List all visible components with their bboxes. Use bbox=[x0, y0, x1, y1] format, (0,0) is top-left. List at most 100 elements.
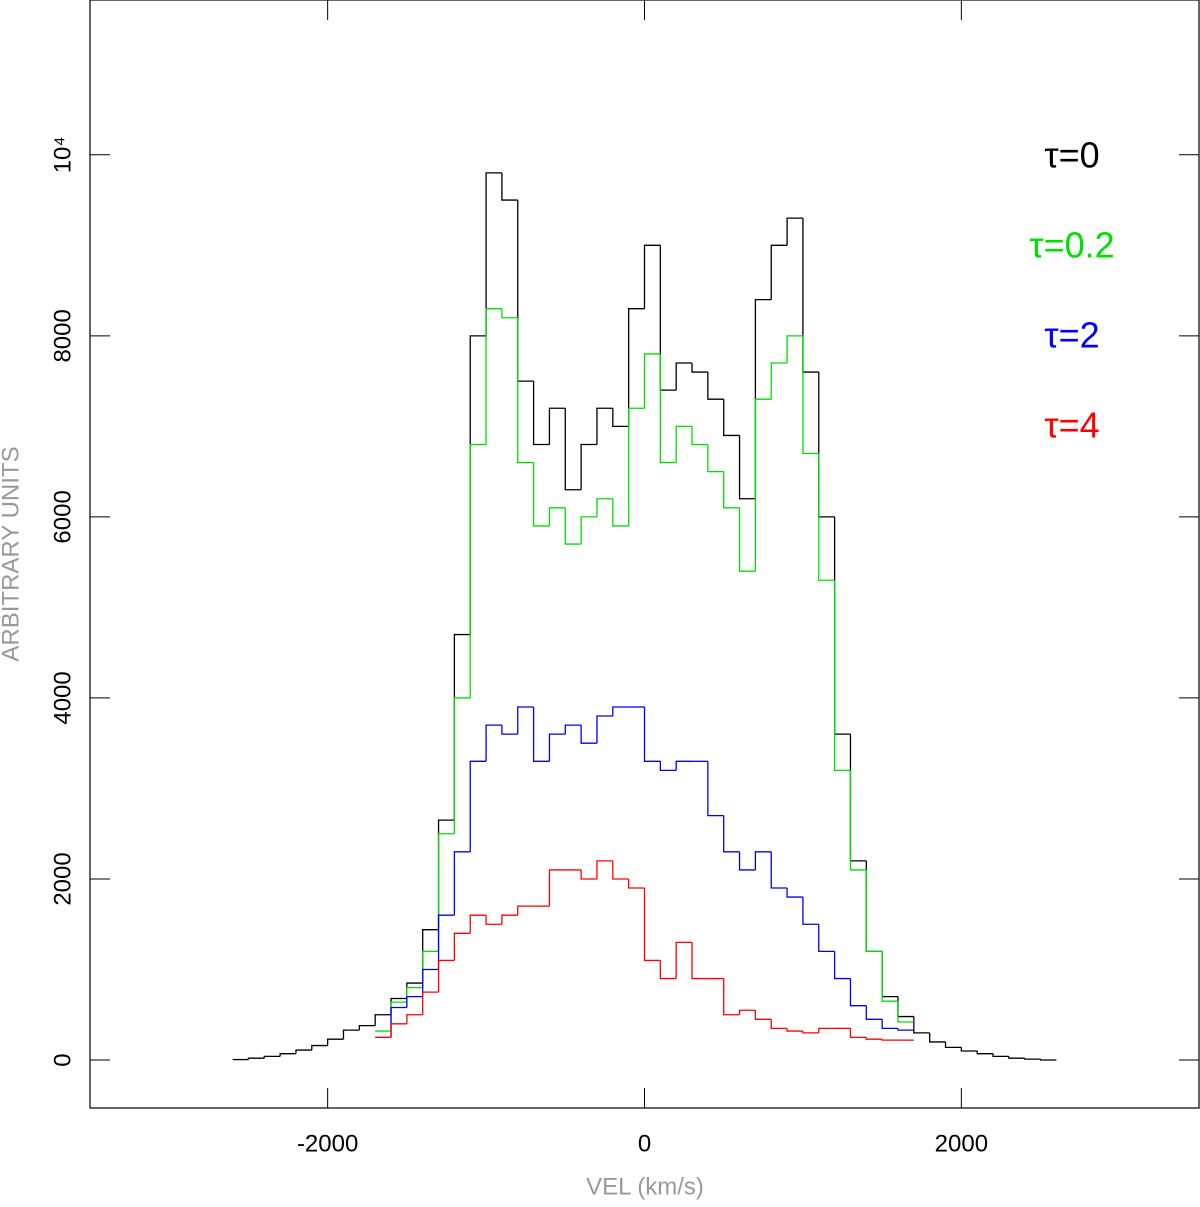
histogram-step bbox=[469, 443, 487, 698]
y-tick-label: 4000 bbox=[49, 671, 76, 724]
histogram-step bbox=[596, 498, 613, 517]
histogram-step bbox=[469, 760, 487, 852]
histogram-step bbox=[818, 453, 835, 581]
histogram-step bbox=[612, 498, 629, 527]
histogram-step bbox=[628, 308, 645, 427]
histogram-step bbox=[770, 244, 788, 300]
legend-label: τ=0.2 bbox=[1029, 225, 1114, 266]
histogram-step bbox=[802, 1031, 819, 1034]
histogram-step bbox=[1039, 1059, 1057, 1061]
histogram-step bbox=[485, 308, 502, 445]
histogram-step bbox=[818, 924, 835, 953]
legend-label: τ=0 bbox=[1044, 135, 1099, 176]
x-tick-label: -2000 bbox=[297, 1130, 358, 1157]
histogram-step bbox=[691, 426, 708, 446]
histogram-step bbox=[786, 1028, 803, 1032]
histogram-step bbox=[659, 960, 677, 980]
histogram-step bbox=[422, 968, 439, 997]
y-axis-title: ARBITRARY UNITS bbox=[0, 446, 24, 661]
histogram-step bbox=[976, 1050, 994, 1055]
histogram-step bbox=[437, 959, 455, 993]
histogram-step bbox=[643, 888, 661, 962]
histogram-step bbox=[580, 725, 597, 744]
histogram-step bbox=[897, 1001, 914, 1023]
histogram-step bbox=[517, 905, 534, 916]
y-tick-label: 2000 bbox=[49, 852, 76, 905]
histogram-step bbox=[406, 1014, 423, 1024]
histogram-step bbox=[770, 851, 788, 889]
histogram-step bbox=[659, 353, 677, 464]
histogram-step bbox=[849, 1028, 867, 1039]
histogram-step bbox=[881, 1039, 898, 1041]
histogram-step bbox=[564, 724, 582, 735]
histogram-step bbox=[390, 1001, 407, 1032]
histogram-step bbox=[881, 951, 898, 1002]
histogram-step bbox=[279, 1053, 296, 1057]
histogram-step bbox=[929, 1032, 946, 1043]
y-tick-label: 0 bbox=[49, 1053, 76, 1066]
histogram-step bbox=[691, 362, 708, 373]
legend-label: τ=4 bbox=[1044, 405, 1099, 446]
histogram-step bbox=[390, 997, 407, 1015]
histogram-step bbox=[913, 1016, 930, 1034]
histogram-step bbox=[517, 706, 534, 735]
histogram-step bbox=[437, 833, 455, 952]
histogram-step bbox=[818, 1027, 835, 1033]
histogram-step bbox=[802, 218, 819, 373]
histogram-step bbox=[437, 914, 455, 970]
histogram-step bbox=[723, 471, 740, 509]
histogram-step bbox=[564, 408, 582, 491]
histogram-step bbox=[517, 200, 534, 382]
histogram-step bbox=[453, 851, 471, 916]
histogram-step bbox=[374, 1014, 392, 1026]
histogram-step bbox=[453, 633, 471, 821]
histogram-step bbox=[659, 245, 677, 391]
histogram-step bbox=[406, 986, 423, 1003]
histogram-step bbox=[548, 507, 566, 526]
histogram-step bbox=[802, 897, 819, 925]
histogram-step bbox=[738, 507, 756, 572]
histogram-step bbox=[992, 1053, 1009, 1058]
histogram-step bbox=[596, 715, 613, 744]
histogram-step bbox=[865, 860, 883, 953]
histogram-step bbox=[311, 1044, 328, 1051]
histogram-step bbox=[897, 1028, 914, 1031]
histogram-step bbox=[612, 706, 629, 717]
histogram-step bbox=[295, 1049, 312, 1054]
histogram-step bbox=[612, 860, 629, 880]
histogram-step bbox=[675, 425, 693, 463]
histogram-step bbox=[596, 407, 613, 445]
histogram-step bbox=[960, 1047, 978, 1052]
histogram-step bbox=[485, 915, 502, 925]
histogram-step bbox=[770, 1019, 788, 1029]
histogram-step bbox=[723, 399, 740, 437]
y-tick-label: 10⁴ bbox=[49, 136, 76, 173]
histogram-step bbox=[833, 516, 851, 735]
histogram-step bbox=[707, 761, 724, 817]
y-tick-label: 8000 bbox=[49, 309, 76, 362]
histogram-step bbox=[532, 381, 550, 446]
histogram-step bbox=[675, 941, 693, 979]
histogram-step bbox=[548, 733, 566, 762]
histogram-step bbox=[754, 851, 772, 870]
histogram-step bbox=[532, 462, 550, 527]
histogram-step bbox=[659, 761, 677, 771]
histogram-step bbox=[564, 507, 582, 545]
histogram-step bbox=[422, 929, 439, 984]
histogram-step bbox=[881, 1019, 898, 1029]
histogram-step bbox=[453, 932, 471, 961]
histogram-step bbox=[501, 172, 518, 201]
histogram-step bbox=[786, 217, 803, 246]
histogram-step bbox=[865, 1037, 883, 1040]
histogram-step bbox=[849, 978, 867, 1007]
histogram-step bbox=[643, 706, 661, 762]
histogram-step bbox=[469, 914, 487, 934]
histogram-step bbox=[517, 317, 534, 464]
histogram-step bbox=[723, 978, 740, 1016]
histogram-step bbox=[707, 372, 724, 400]
histogram-step bbox=[675, 760, 693, 771]
x-tick-label: 0 bbox=[638, 1130, 651, 1157]
histogram-step bbox=[580, 443, 597, 490]
histogram-step bbox=[469, 335, 487, 635]
histogram-step bbox=[849, 770, 867, 871]
